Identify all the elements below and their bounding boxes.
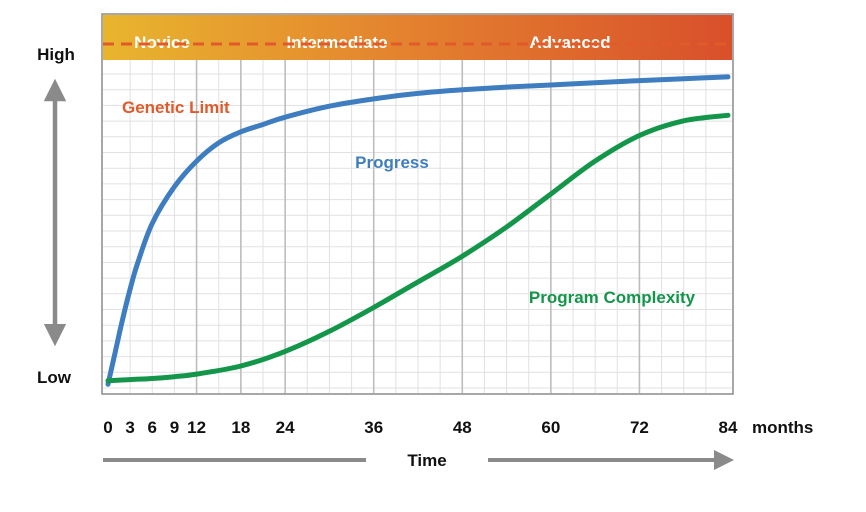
x-axis-label: Time (407, 451, 446, 470)
x-tick-label: 12 (187, 418, 206, 437)
x-unit-label: months (752, 418, 813, 437)
series-line-program-complexity (105, 112, 731, 384)
plot-frame (101, 13, 734, 395)
x-tick-label: 9 (170, 418, 179, 437)
x-tick-label: 3 (125, 418, 134, 437)
x-tick-label: 72 (630, 418, 649, 437)
genetic-limit-label: Genetic Limit (122, 98, 230, 117)
x-tick-label: 60 (541, 418, 560, 437)
phase-label-advanced: Advanced (529, 33, 610, 52)
series-label-progress: Progress (355, 153, 429, 172)
series-label-program-complexity: Program Complexity (529, 288, 696, 307)
series-line-progress (105, 74, 731, 387)
x-tick-label: 6 (148, 418, 157, 437)
x-tick-label: 0 (103, 418, 112, 437)
y-label-low: Low (37, 368, 72, 387)
x-tick-label: 24 (276, 418, 295, 437)
phase-band (103, 15, 732, 60)
x-tick-label: 18 (231, 418, 250, 437)
x-tick-label: 36 (364, 418, 383, 437)
x-tick-label: 84 (719, 418, 738, 437)
x-tick-label: 48 (453, 418, 472, 437)
y-label-high: High (37, 45, 75, 64)
